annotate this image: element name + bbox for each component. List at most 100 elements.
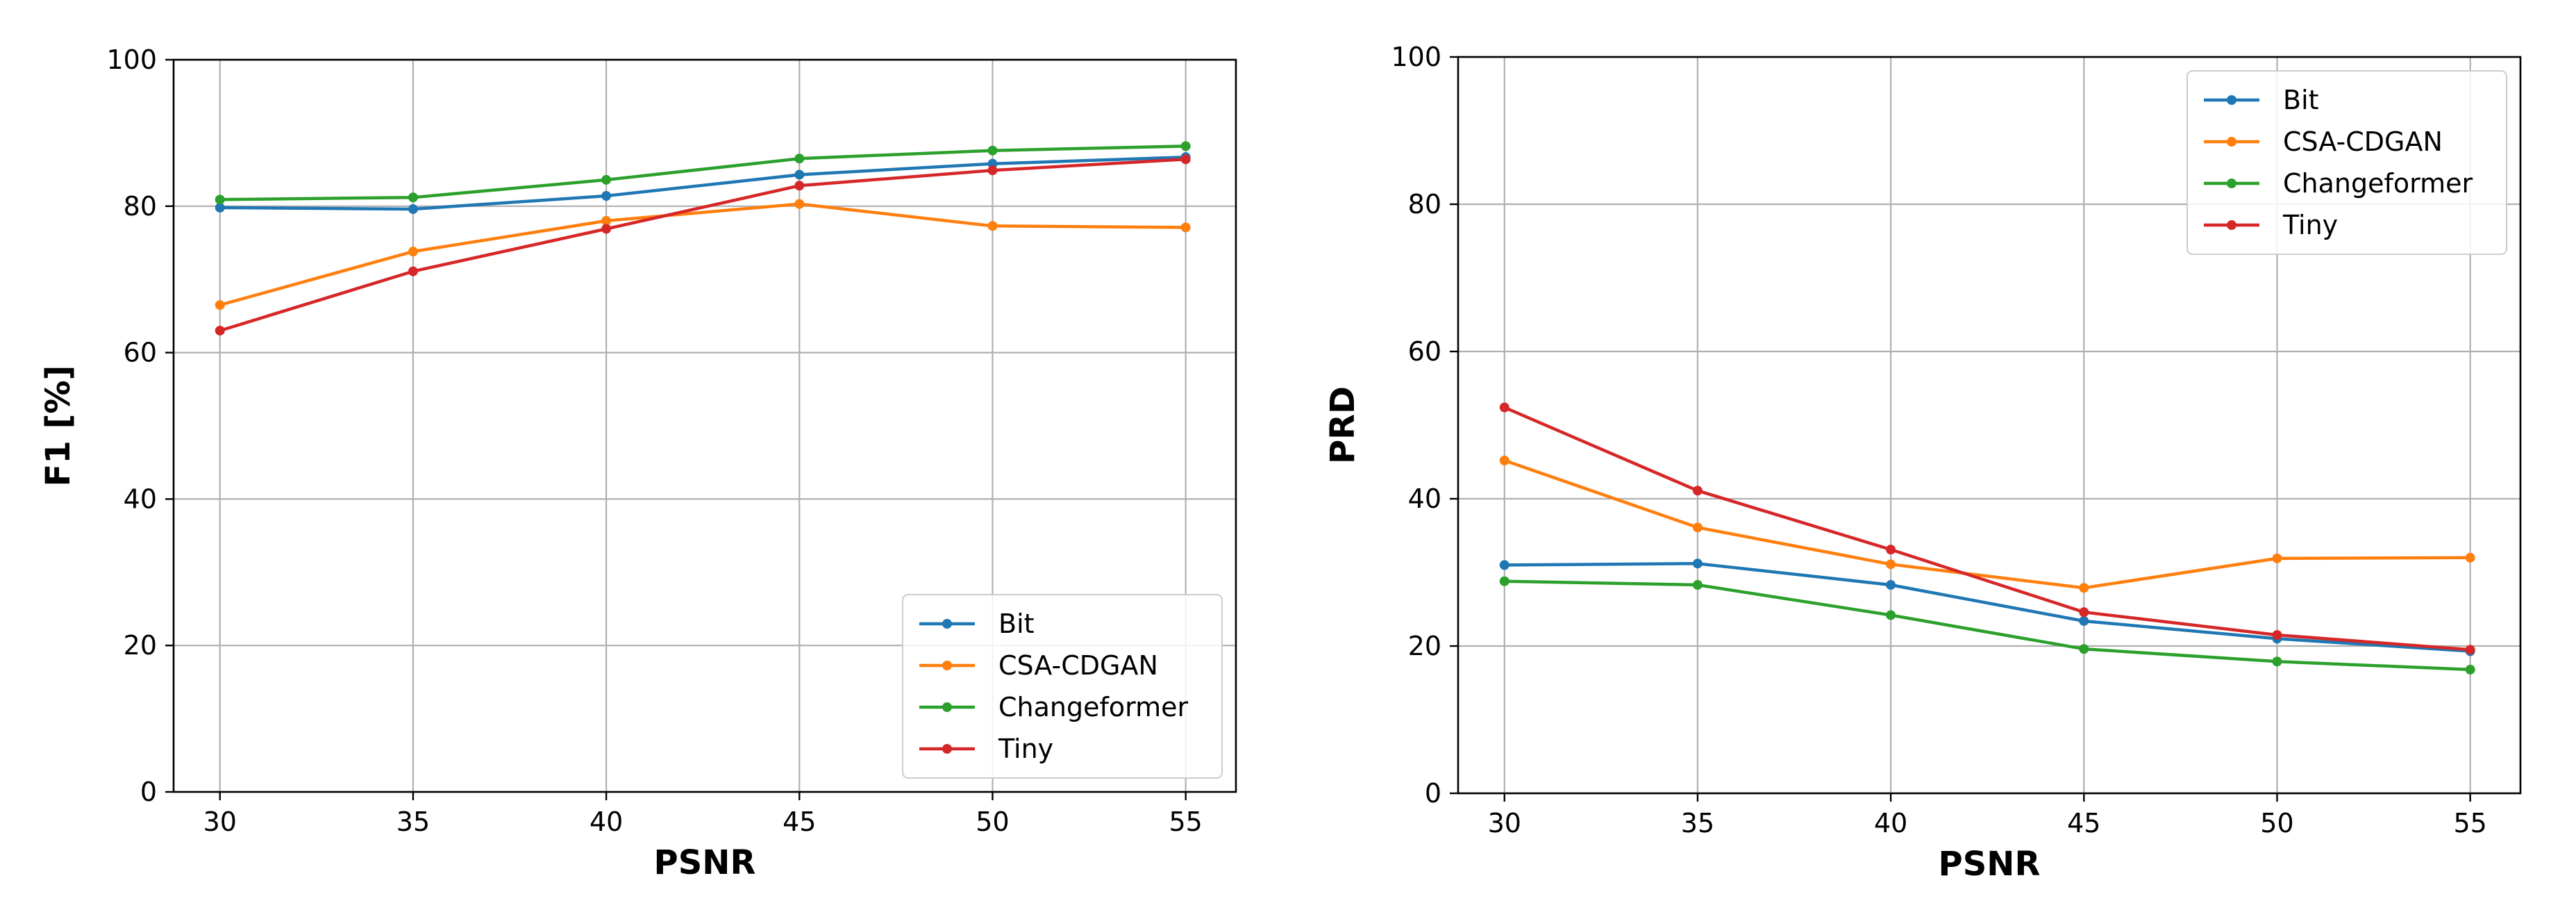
- prd-data-point-csa-cdgan: [1692, 522, 1703, 533]
- f1-x-tick-label: 50: [976, 806, 1009, 837]
- prd-data-point-bit: [1499, 560, 1509, 570]
- f1-data-point-changeformer: [408, 192, 418, 203]
- f1-y-tick-label: 40: [124, 483, 157, 514]
- f1-legend-box: [902, 594, 1223, 779]
- prd-data-point-csa-cdgan: [2272, 553, 2282, 563]
- f1-legend: Bit CSA-CDGAN Changeformer Tiny: [902, 594, 1223, 779]
- prd-x-tick-label: 50: [2260, 808, 2293, 838]
- prd-x-tick-label: 40: [1874, 808, 1907, 838]
- f1-y-tick-label: 20: [124, 630, 157, 661]
- f1-legend-marker-csa-cdgan: [942, 661, 952, 670]
- prd-data-point-csa-cdgan: [1886, 559, 1896, 570]
- prd-data-point-bit: [2079, 615, 2089, 626]
- f1-y-tick-label: 100: [106, 44, 157, 75]
- prd-legend-label-changeformer: Changeformer: [2283, 168, 2473, 199]
- prd-series-line-tiny: [1503, 406, 2470, 652]
- f1-legend-marker-bit: [942, 619, 952, 629]
- prd-legend-label-tiny: Tiny: [2282, 210, 2338, 240]
- f1-x-tick-label: 55: [1169, 806, 1202, 837]
- prd-data-point-tiny: [2079, 607, 2089, 618]
- prd-x-tick-label: 55: [2453, 808, 2486, 838]
- prd-series-line-bit: [1504, 562, 2470, 653]
- prd-legend-box: [2186, 70, 2507, 255]
- f1-x-tick-label: 40: [589, 806, 623, 837]
- f1-data-point-bit: [794, 169, 805, 180]
- f1-y-tick-label: 80: [124, 191, 157, 222]
- f1-data-point-csa-cdgan: [215, 300, 225, 311]
- f1-legend-label-changeformer: Changeformer: [998, 692, 1188, 722]
- prd-legend: Bit CSA-CDGAN Changeformer Tiny: [2186, 70, 2507, 255]
- prd-data-point-changeformer: [2465, 664, 2475, 675]
- prd-chart-panel: 30 35 40 45 50 55 0 20 40 60 80 100 PSNR PRD Bit CSA-CD…: [1323, 42, 2522, 884]
- f1-series-line-changeformer: [219, 144, 1186, 201]
- prd-data-point-changeformer: [1692, 580, 1703, 590]
- f1-data-point-tiny: [601, 224, 612, 234]
- f1-data-point-changeformer: [601, 174, 612, 185]
- f1-chart-panel: 30 35 40 45 50 55 0 20 40 60 80 100 PSNR F1 [%] Bit CSA…: [39, 44, 1237, 882]
- prd-y-tick-label: 100: [1391, 42, 1441, 72]
- prd-y-tick-label: 20: [1408, 631, 1441, 661]
- prd-series-line-csa-cdgan: [1504, 458, 2470, 590]
- prd-y-tick-label: 40: [1408, 483, 1441, 514]
- f1-y-tick-label: 60: [124, 338, 157, 368]
- f1-data-point-bit: [408, 204, 418, 215]
- prd-data-point-tiny: [2465, 645, 2475, 655]
- prd-y-tick-label: 60: [1408, 336, 1441, 367]
- f1-y-tick-label: 0: [140, 777, 157, 807]
- prd-legend-marker-csa-cdgan: [2227, 137, 2236, 147]
- prd-x-tick-label: 45: [2067, 808, 2100, 838]
- prd-legend-marker-changeformer: [2227, 179, 2236, 188]
- prd-x-axis-label: PSNR: [1939, 845, 2041, 884]
- f1-data-point-csa-cdgan: [1180, 222, 1191, 233]
- prd-legend-marker-bit: [2227, 95, 2236, 105]
- f1-data-point-csa-cdgan: [794, 199, 805, 209]
- prd-legend-label-csa-cdgan: CSA-CDGAN: [2283, 126, 2443, 157]
- f1-data-point-changeformer: [1180, 141, 1191, 151]
- prd-data-point-tiny: [1499, 402, 1509, 413]
- f1-data-point-csa-cdgan: [987, 221, 998, 231]
- prd-data-point-changeformer: [1499, 576, 1509, 586]
- f1-data-point-bit: [215, 202, 225, 213]
- prd-data-point-tiny: [2272, 630, 2282, 640]
- f1-data-point-tiny: [794, 181, 805, 191]
- f1-data-point-tiny: [987, 165, 998, 176]
- f1-plot-frame: [172, 58, 1237, 793]
- f1-data-point-tiny: [1180, 154, 1191, 165]
- prd-data-point-bit: [1692, 559, 1703, 569]
- f1-data-point-changeformer: [215, 195, 225, 205]
- f1-y-axis-label: F1 [%]: [39, 365, 78, 487]
- f1-x-tick-label: 30: [203, 806, 237, 837]
- prd-series-line-changeformer: [1504, 579, 2470, 672]
- prd-plot-frame: [1457, 56, 2522, 795]
- f1-data-point-tiny: [215, 325, 225, 336]
- f1-x-tick-label: 45: [783, 806, 816, 837]
- prd-y-axis-label: PRD: [1323, 386, 1362, 464]
- f1-series-line-bit: [219, 155, 1186, 211]
- prd-data-point-bit: [1886, 580, 1896, 590]
- f1-legend-label-csa-cdgan: CSA-CDGAN: [998, 650, 1158, 681]
- prd-data-point-tiny: [1692, 486, 1703, 496]
- prd-x-tick-label: 35: [1681, 808, 1714, 838]
- prd-legend-marker-tiny: [2227, 220, 2236, 230]
- f1-series-line-tiny: [219, 158, 1186, 333]
- prd-data-point-changeformer: [1886, 610, 1896, 620]
- prd-legend-label-bit: Bit: [2283, 85, 2319, 115]
- f1-legend-marker-tiny: [942, 744, 952, 754]
- f1-legend-label-bit: Bit: [998, 609, 1035, 639]
- f1-data-point-changeformer: [794, 154, 805, 164]
- f1-legend-label-tiny: Tiny: [998, 734, 1053, 764]
- f1-data-point-tiny: [408, 266, 418, 276]
- f1-data-point-csa-cdgan: [601, 215, 612, 226]
- prd-y-tick-label: 80: [1408, 189, 1441, 220]
- prd-y-tick-label: 0: [1425, 778, 1441, 809]
- prd-data-point-csa-cdgan: [2079, 583, 2089, 593]
- f1-x-tick-label: 35: [396, 806, 430, 837]
- f1-x-axis-label: PSNR: [654, 843, 756, 882]
- prd-x-tick-label: 30: [1488, 808, 1521, 838]
- prd-data-point-csa-cdgan: [1499, 455, 1509, 465]
- prd-data-point-changeformer: [2079, 644, 2089, 654]
- f1-data-point-changeformer: [987, 145, 998, 156]
- f1-data-point-bit: [601, 191, 612, 201]
- prd-data-point-changeformer: [2272, 656, 2282, 667]
